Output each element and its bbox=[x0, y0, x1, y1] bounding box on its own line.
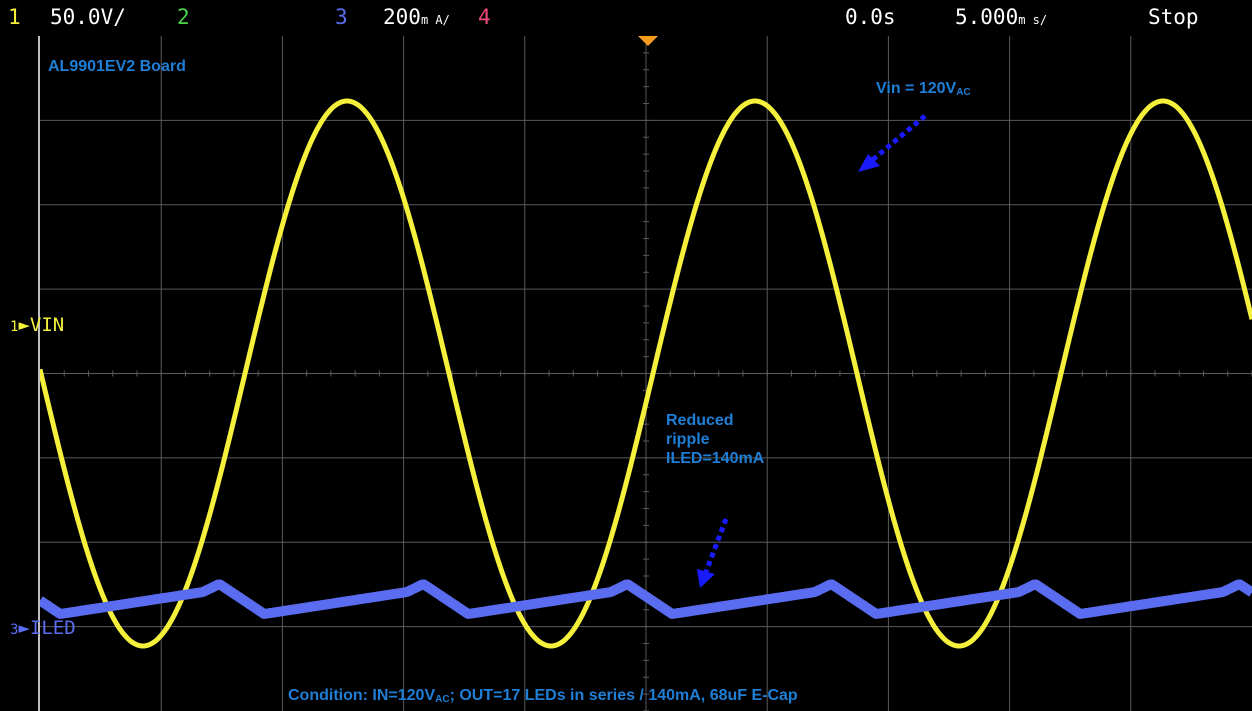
ripple-annotation: Reduced ripple ILED=140mA bbox=[666, 411, 764, 468]
vin-marker-number: 1 bbox=[10, 319, 19, 335]
vin-annotation: Vin = 120VAC bbox=[876, 80, 971, 98]
timebase-value: 5.000 bbox=[955, 5, 1019, 29]
ripple-arrow bbox=[697, 518, 729, 588]
ch3-scale[interactable]: 200m A/ bbox=[383, 4, 450, 33]
condition-sub: AC bbox=[435, 694, 450, 705]
vin-marker-label: VIN bbox=[29, 314, 65, 336]
trigger-marker bbox=[638, 36, 658, 46]
run-state[interactable]: Stop bbox=[1148, 5, 1199, 29]
ch4-number[interactable]: 4 bbox=[478, 5, 491, 29]
ch1-number[interactable]: 1 bbox=[8, 5, 21, 29]
status-bar: 1 50.0V/ 2 3 200m A/ 4 0.0s 5.000m s/ St… bbox=[0, 0, 1252, 36]
iled-trace bbox=[40, 579, 1252, 619]
vin-arrow bbox=[858, 114, 927, 172]
ch3-scale-unit: m A/ bbox=[420, 13, 450, 27]
vin-channel-marker[interactable]: 1►VIN bbox=[10, 314, 64, 338]
condition-part-1: Condition: IN=120V bbox=[288, 687, 436, 704]
iled-channel-marker[interactable]: 3►ILED bbox=[10, 617, 76, 641]
board-label: AL9901EV2 Board bbox=[48, 58, 186, 75]
ch1-scale[interactable]: 50.0V/ bbox=[50, 5, 126, 29]
vin-annotation-sub: AC bbox=[956, 87, 971, 98]
ground-arrow-icon: ► bbox=[18, 617, 30, 639]
timebase[interactable]: 5.000m s/ bbox=[955, 4, 1047, 33]
vin-annotation-main: Vin = 120V bbox=[876, 80, 957, 97]
ch3-scale-value: 200 bbox=[383, 5, 421, 29]
condition-part-2: ; OUT=17 LEDs in series / 140mA, 68uF E-… bbox=[449, 687, 798, 704]
vin-trace bbox=[40, 98, 1252, 649]
timebase-unit: m s/ bbox=[1018, 13, 1048, 27]
waveform-plot bbox=[40, 36, 1252, 711]
condition-caption: Condition: IN=120VAC; OUT=17 LEDs in ser… bbox=[288, 687, 798, 705]
ripple-line-3: ILED=140mA bbox=[666, 450, 765, 467]
ground-arrow-icon: ► bbox=[18, 314, 30, 336]
ch2-number[interactable]: 2 bbox=[177, 5, 190, 29]
ripple-line-1: Reduced bbox=[666, 412, 734, 429]
iled-marker-label: ILED bbox=[29, 617, 76, 639]
ch3-number[interactable]: 3 bbox=[335, 5, 348, 29]
iled-marker-number: 3 bbox=[10, 622, 19, 638]
ripple-line-2: ripple bbox=[666, 431, 710, 448]
time-offset[interactable]: 0.0s bbox=[845, 5, 896, 29]
